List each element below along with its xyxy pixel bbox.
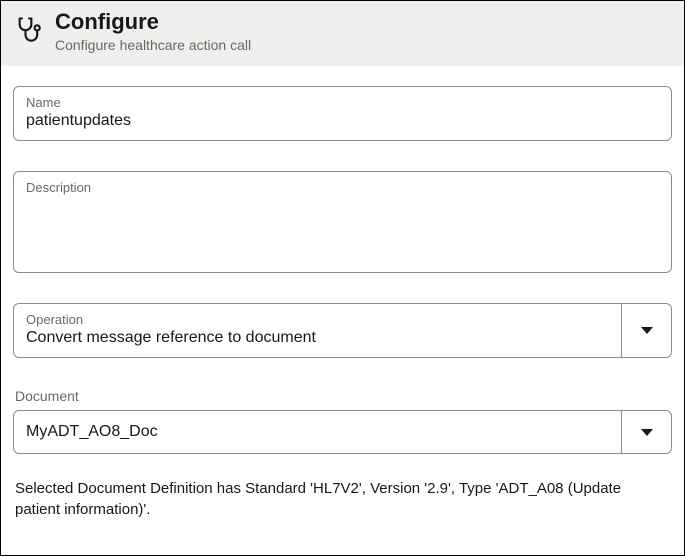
name-input[interactable] — [26, 112, 659, 130]
description-input[interactable] — [26, 197, 659, 257]
document-dropdown-toggle[interactable] — [621, 411, 671, 453]
name-label: Name — [26, 95, 659, 110]
operation-dropdown-toggle[interactable] — [621, 304, 671, 357]
document-value: MyADT_AO8_Doc — [14, 411, 621, 453]
document-label: Document — [13, 388, 672, 404]
chevron-down-icon — [641, 327, 653, 334]
description-field-container[interactable]: Description — [13, 171, 672, 273]
page-header: Configure Configure healthcare action ca… — [1, 1, 684, 66]
page-subtitle: Configure healthcare action call — [55, 37, 251, 53]
operation-value: Convert message reference to document — [26, 329, 609, 347]
document-select[interactable]: MyADT_AO8_Doc — [13, 410, 672, 454]
operation-select[interactable]: Operation Convert message reference to d… — [13, 303, 672, 358]
operation-label: Operation — [26, 312, 609, 327]
page-title: Configure — [55, 9, 251, 35]
description-label: Description — [26, 180, 659, 195]
name-field-container[interactable]: Name — [13, 86, 672, 141]
document-helper-text: Selected Document Definition has Standar… — [13, 478, 672, 520]
form-content: Name Description Operation Convert messa… — [1, 66, 684, 530]
stethoscope-icon — [15, 15, 43, 43]
chevron-down-icon — [641, 429, 653, 436]
